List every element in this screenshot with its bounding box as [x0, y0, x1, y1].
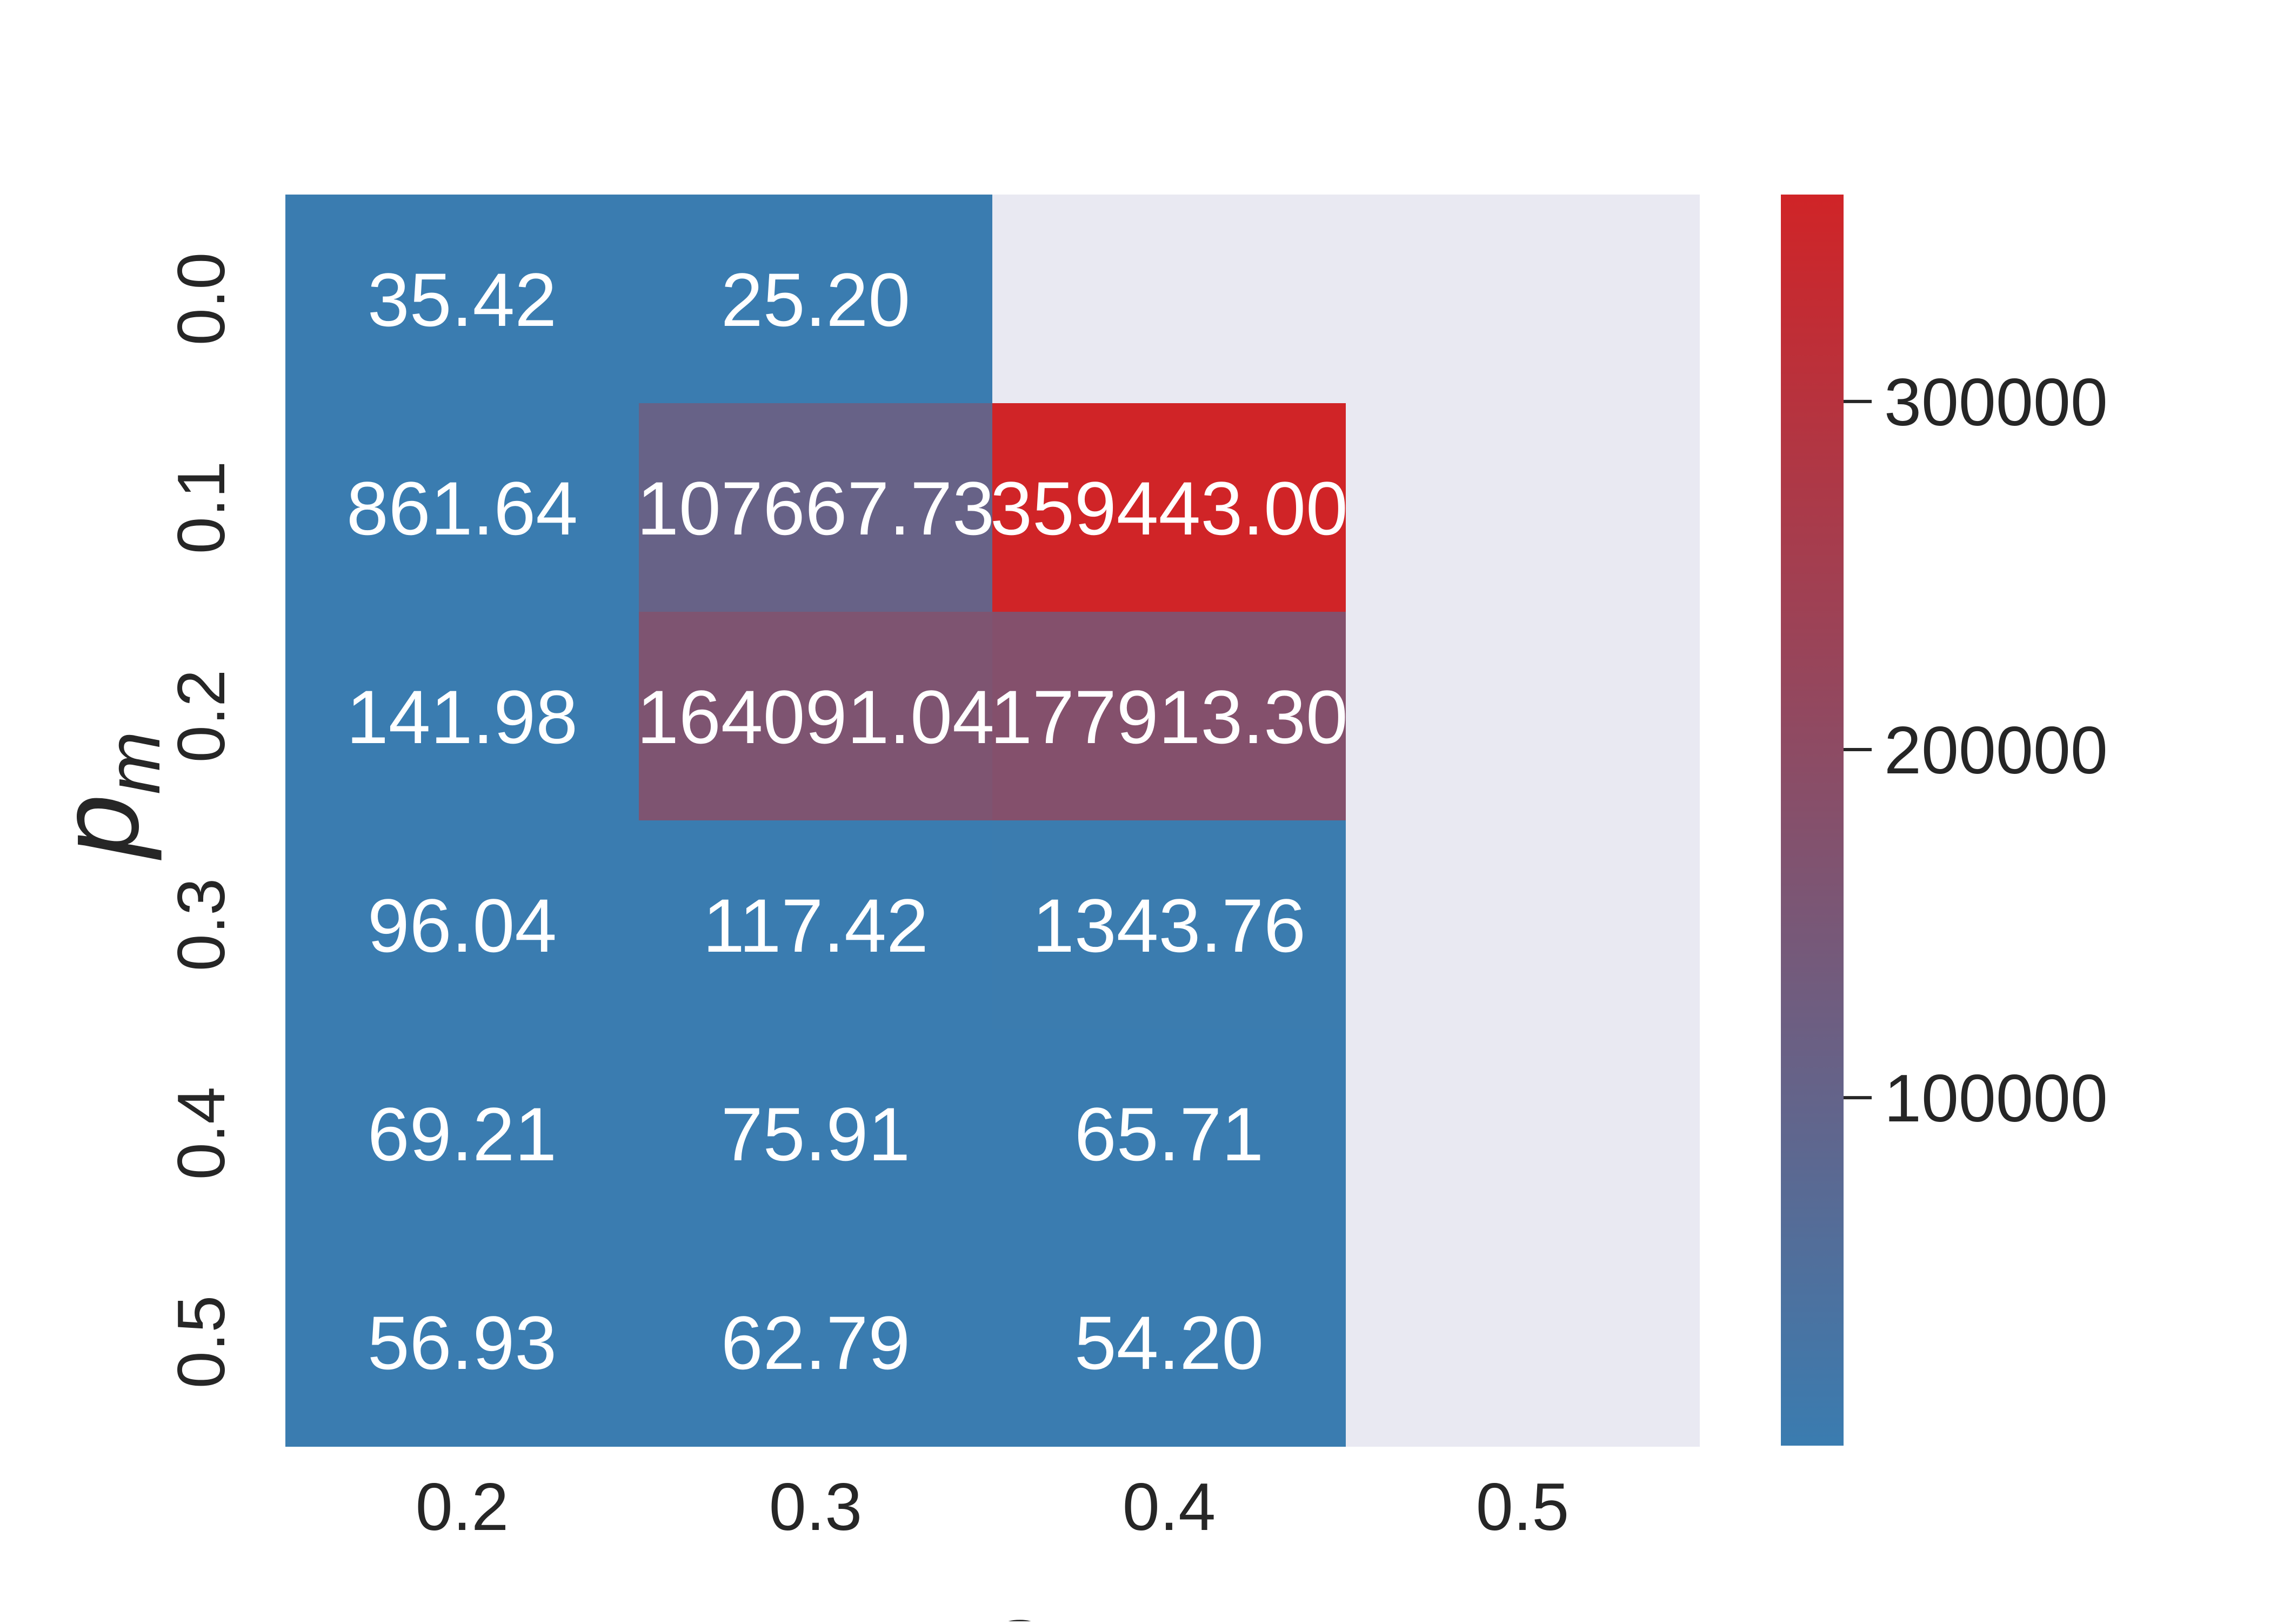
heatmap-cell-empty — [1346, 1238, 1700, 1447]
heatmap-cell — [992, 1238, 1346, 1447]
cell-value-label: 1343.76 — [1032, 883, 1306, 968]
cell-value-label: 177913.30 — [990, 674, 1348, 759]
cell-value-label: 56.93 — [368, 1300, 557, 1385]
heatmap-cell — [992, 1029, 1346, 1238]
y-tick-label: 0.2 — [164, 670, 239, 763]
cell-value-label: 35.42 — [368, 257, 557, 342]
heatmap-cell — [639, 612, 993, 821]
heatmap-cell-empty — [1346, 820, 1700, 1030]
cell-value-label: 65.71 — [1074, 1092, 1264, 1177]
cell-value-label: 141.98 — [346, 674, 578, 759]
y-tick-label: 0.1 — [164, 461, 239, 554]
y-tick-label: 0.4 — [164, 1087, 239, 1180]
colorbar-tick-label: 300000 — [1884, 365, 2108, 440]
heatmap-cell-empty — [1346, 195, 1700, 404]
cell-value-label: 25.20 — [721, 257, 910, 342]
y-tick-label: 0.0 — [164, 252, 239, 345]
colorbar-gradient — [1781, 195, 1844, 1446]
y-axis-ticks: 0.0 0.1 0.2 0.3 0.4 0.5 — [164, 252, 239, 1388]
heatmap-cell — [992, 403, 1346, 612]
heatmap-cell — [992, 820, 1346, 1030]
heatmap-cell — [285, 1029, 639, 1238]
heatmap-cell — [285, 612, 639, 821]
x-tick-label: 0.4 — [1123, 1470, 1216, 1545]
heatmap-cell — [639, 1029, 993, 1238]
cell-value-label: 75.91 — [721, 1092, 910, 1177]
x-tick-label: 0.5 — [1476, 1470, 1569, 1545]
colorbar-ticks: 100000 200000 300000 — [1844, 365, 2108, 1136]
heatmap-cell-empty — [1346, 612, 1700, 821]
colorbar-tick-label: 100000 — [1884, 1061, 2108, 1136]
x-tick-label: 0.2 — [416, 1470, 509, 1545]
colorbar-tick-label: 200000 — [1884, 713, 2108, 788]
cell-value-label: 164091.04 — [637, 674, 994, 759]
heatmap-cell — [639, 1238, 993, 1447]
y-tick-label: 0.3 — [164, 878, 239, 971]
heatmap-cell — [285, 403, 639, 612]
heatmap-cell-empty — [992, 195, 1346, 404]
heatmap-cell — [285, 195, 639, 404]
heatmap-cell — [285, 1238, 639, 1447]
cell-value-label: 62.79 — [721, 1300, 910, 1385]
x-tick-label: 0.3 — [769, 1470, 862, 1545]
heatmap-cell-empty — [1346, 403, 1700, 612]
cell-value-label: 861.64 — [346, 466, 578, 551]
cell-value-label: 107667.73 — [637, 466, 994, 551]
heatmap-cell — [639, 820, 993, 1030]
heatmap-cell — [285, 820, 639, 1030]
heatmap-cell-empty — [1346, 1029, 1700, 1238]
cell-value-label: 54.20 — [1074, 1300, 1264, 1385]
y-axis-label-subscript: m — [91, 731, 176, 794]
colorbar: 100000 200000 300000 — [1781, 195, 2108, 1446]
cell-value-label: 69.21 — [368, 1092, 557, 1177]
y-axis-label: pm — [35, 731, 176, 860]
x-axis-label: s — [988, 1578, 1045, 1621]
heatmap-cell — [639, 403, 993, 612]
y-tick-label: 0.5 — [164, 1295, 239, 1388]
cell-value-label: 117.42 — [703, 883, 929, 968]
heatmap-cells — [285, 195, 1700, 1447]
cell-value-label: 359443.00 — [990, 466, 1348, 551]
cell-value-label: 96.04 — [368, 883, 557, 968]
heatmap-cell — [639, 195, 993, 404]
axis-labels: s pm — [35, 731, 1045, 1624]
y-axis-label-main: p — [35, 794, 162, 861]
heatmap-cell — [992, 612, 1346, 821]
x-axis-ticks: 0.2 0.3 0.4 0.5 — [416, 1470, 1569, 1545]
